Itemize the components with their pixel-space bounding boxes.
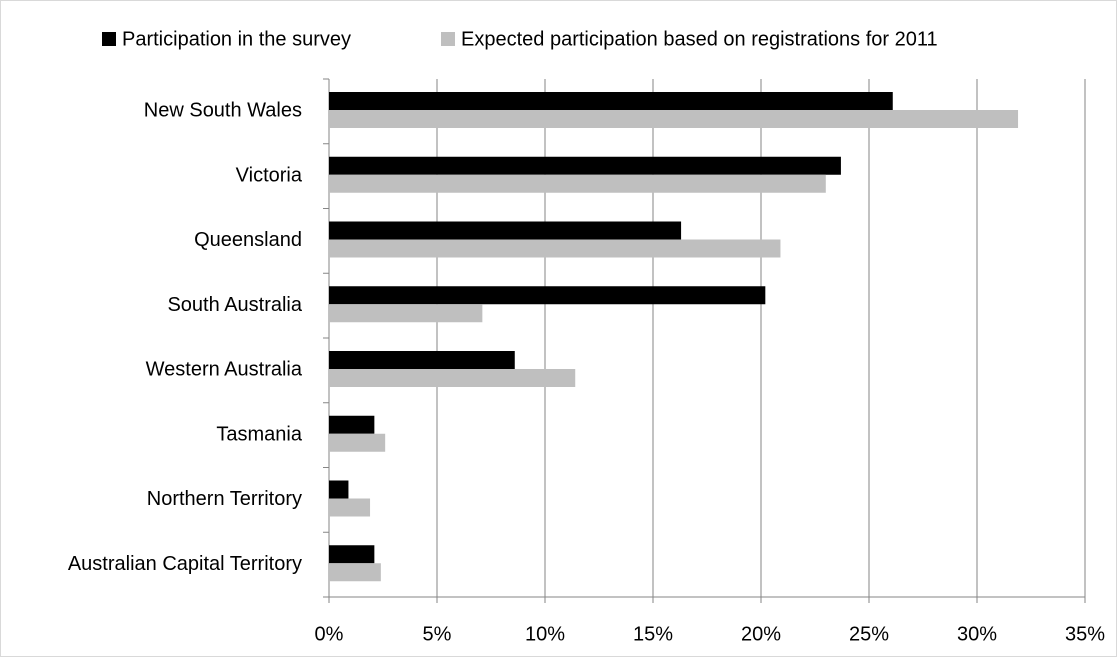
bar [329, 545, 375, 564]
legend-swatch [102, 32, 116, 46]
y-tick-label: Australian Capital Territory [68, 553, 302, 575]
bar [329, 221, 682, 240]
y-tick-label: Western Australia [146, 359, 303, 381]
bar [329, 239, 781, 258]
bar [329, 174, 826, 193]
bar [329, 156, 841, 175]
bar [329, 415, 375, 434]
x-tick-label: 35% [1065, 623, 1105, 645]
bar [329, 304, 483, 323]
x-tick-label: 5% [423, 623, 452, 645]
y-tick-label: Victoria [236, 164, 303, 186]
bar [329, 498, 371, 517]
y-tick-label: South Australia [167, 294, 302, 316]
x-tick-label: 20% [741, 623, 781, 645]
legend-label: Expected participation based on registra… [461, 28, 938, 50]
bar [329, 369, 576, 387]
x-tick-label: 25% [849, 623, 889, 645]
y-tick-label: Northern Territory [147, 488, 302, 510]
bar [329, 351, 515, 369]
x-tick-label: 15% [633, 623, 673, 645]
legend-label: Participation in the survey [122, 28, 351, 50]
x-tick-label: 0% [315, 623, 344, 645]
y-tick-label: New South Wales [144, 100, 302, 122]
x-tick-label: 30% [957, 623, 997, 645]
bar [329, 563, 381, 582]
legend-swatch [441, 32, 455, 46]
x-tick-label: 10% [525, 623, 565, 645]
bar [329, 433, 386, 452]
y-tick-label: Tasmania [216, 423, 302, 445]
bar [329, 92, 893, 110]
bar [329, 110, 1019, 128]
bar [329, 286, 766, 305]
bar [329, 480, 349, 499]
y-tick-label: Queensland [194, 229, 302, 251]
